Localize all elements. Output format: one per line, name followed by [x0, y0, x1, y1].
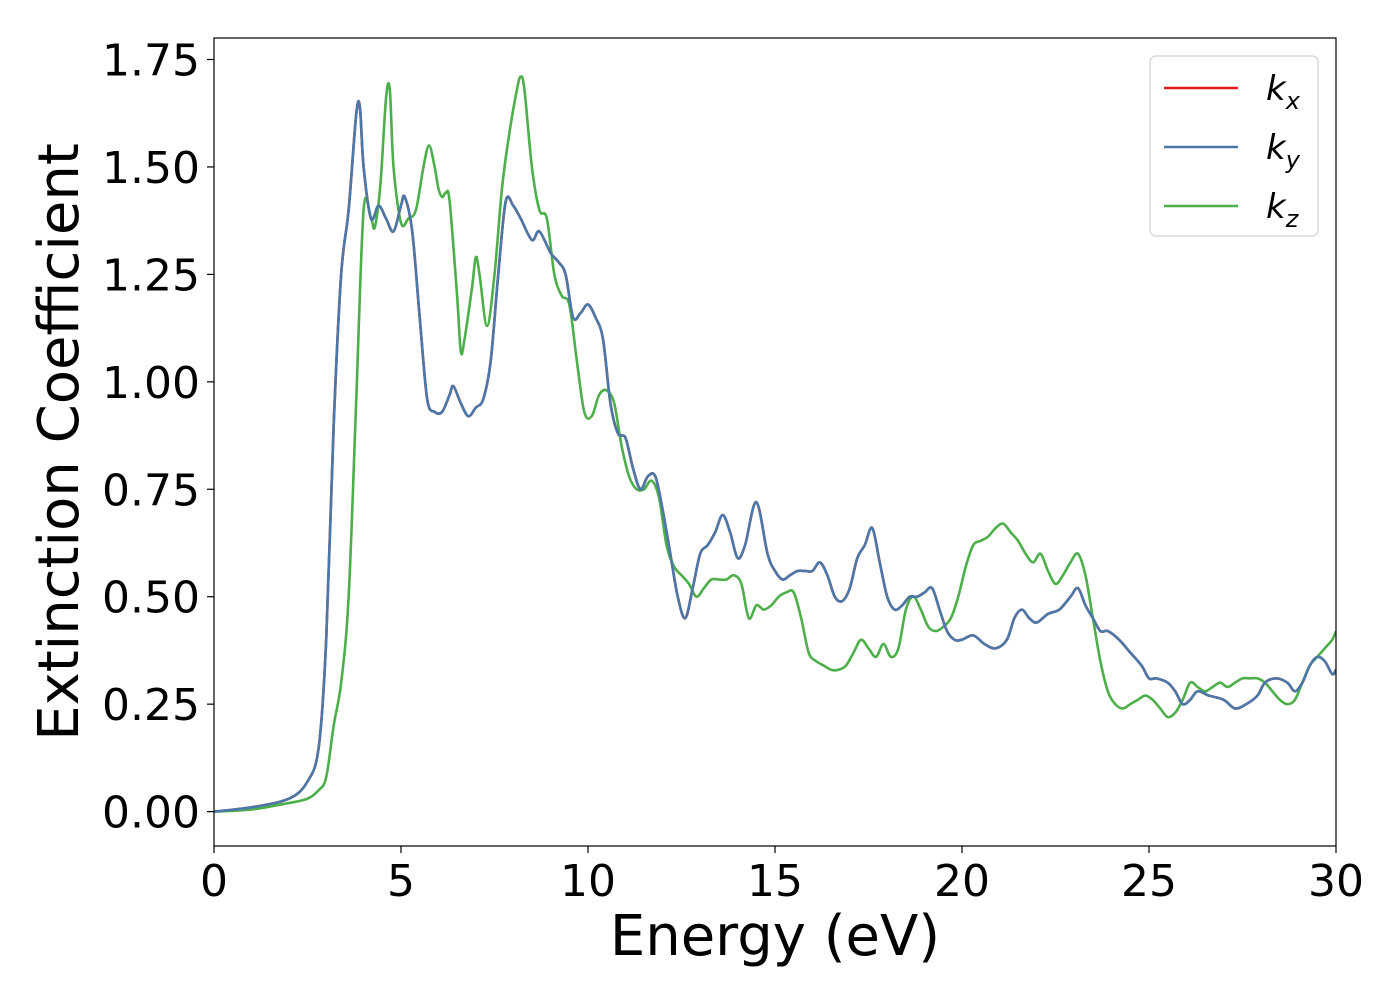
y-tick-label: 0.50 — [102, 573, 200, 624]
y-tick-label: 1.00 — [102, 358, 200, 409]
x-tick-label: 30 — [1308, 856, 1364, 907]
x-tick-label: 0 — [200, 856, 228, 907]
x-tick-label: 15 — [747, 856, 803, 907]
y-tick-label: 0.25 — [102, 680, 200, 731]
y-tick-label: 1.75 — [102, 35, 200, 86]
legend-label-y: ky — [1266, 128, 1301, 174]
x-tick-label: 10 — [560, 856, 616, 907]
legend: kx ky kz — [1149, 55, 1319, 237]
x-tick-label: 5 — [387, 856, 415, 907]
y-tick-label: 1.50 — [102, 143, 200, 194]
series-line-y — [214, 99, 1336, 813]
y-tick-label: 0.75 — [102, 465, 200, 516]
x-tick-label: 25 — [1121, 856, 1177, 907]
y-axis-label: Extinction Coefficient — [27, 143, 92, 741]
x-tick-label: 20 — [934, 856, 990, 907]
y-tick-label: 0.00 — [102, 788, 200, 839]
y-tick-label: 1.25 — [102, 250, 200, 301]
y-axis-ticks: 0.00 0.25 0.50 0.75 1.00 1.25 1.50 1.75 — [102, 35, 214, 839]
legend-label-x: kx — [1266, 69, 1301, 115]
x-axis-label: Energy (eV) — [610, 904, 940, 969]
legend-label-z: kz — [1266, 187, 1300, 233]
x-axis-ticks: 0 5 10 15 20 25 30 — [200, 846, 1364, 907]
series-line-z — [214, 75, 1336, 813]
series-layer — [214, 75, 1336, 813]
